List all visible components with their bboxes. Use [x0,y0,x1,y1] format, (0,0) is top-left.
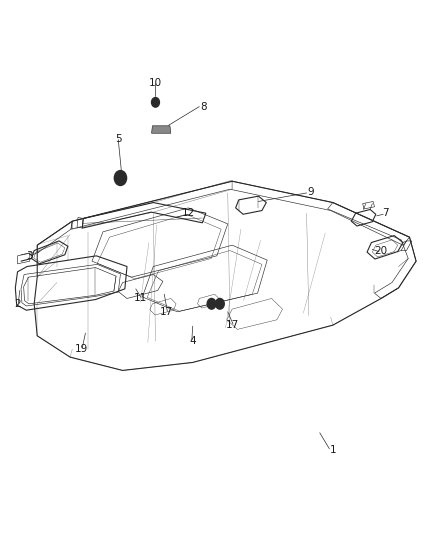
Text: 17: 17 [160,307,173,317]
Text: 4: 4 [189,336,196,346]
Text: 5: 5 [115,134,122,143]
Circle shape [114,171,127,185]
Circle shape [215,298,224,309]
Text: 7: 7 [382,208,389,218]
Text: 3: 3 [26,251,33,261]
Text: 20: 20 [374,246,388,255]
Text: 17: 17 [226,320,239,330]
Text: 12: 12 [182,208,195,218]
Circle shape [152,98,159,107]
Text: 2: 2 [14,299,21,309]
Circle shape [207,298,216,309]
Text: 8: 8 [200,102,207,111]
Text: 10: 10 [149,78,162,87]
Polygon shape [152,126,171,133]
Text: 11: 11 [134,294,147,303]
Text: 19: 19 [74,344,88,354]
Text: 1: 1 [329,446,336,455]
Text: 9: 9 [307,187,314,197]
